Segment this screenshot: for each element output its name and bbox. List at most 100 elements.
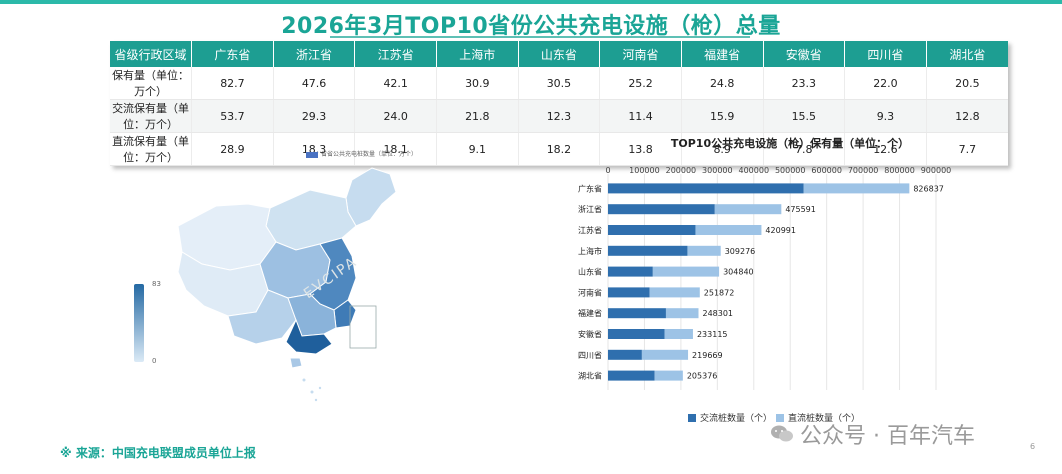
chart-category-label: 广东省: [578, 183, 602, 193]
table-cell: 15.9: [680, 99, 763, 133]
table-cell: 9.1: [436, 132, 519, 166]
chart-title: TOP10公共充电设施（枪）保有量（单位：个）: [671, 136, 909, 150]
chart-x-tick-label: 500000: [775, 166, 806, 175]
chart-bar-dc: [803, 183, 910, 194]
chart-x-tick-label: 0: [605, 166, 610, 175]
chart-x-tick-label: 200000: [666, 166, 697, 175]
table-header-province: 上海市: [436, 41, 519, 67]
table-cell: 9.3: [844, 99, 927, 133]
chart-bar-dc: [649, 287, 700, 298]
chart-bar-dc: [665, 308, 699, 319]
bar-chart: TOP10公共充电设施（枪）保有量（单位：个） 0 100000 200000 3000…: [578, 136, 952, 424]
table-cell: 12.3: [517, 99, 600, 133]
chart-x-tick-label: 400000: [739, 166, 770, 175]
table-cell: 53.7: [191, 99, 274, 133]
table-cell: 42.1: [354, 67, 437, 100]
table-row-label: 直流保有量（单位：万个）: [110, 132, 192, 166]
chart-bar-ac: [608, 204, 715, 215]
map-legend-label: 省省公共充电桩数量（单位：万个）: [321, 151, 418, 158]
table-header-province: 湖北省: [925, 41, 1008, 67]
province-table: 省级行政区域 广东省 浙江省 江苏省 上海市 山东省 河南省 福建省 安徽省 四…: [110, 41, 1008, 166]
table-header-province: 江苏省: [354, 41, 437, 67]
table-header-row: 省级行政区域 广东省 浙江省 江苏省 上海市 山东省 河南省 福建省 安徽省 四…: [110, 41, 1008, 67]
chart-bar-ac: [608, 225, 696, 235]
wechat-badge: 公众号 · 百年汽车: [770, 418, 975, 450]
top-accent-line: [0, 0, 1062, 4]
table-header-province: 四川省: [844, 41, 927, 67]
map-scale-max: 83: [152, 280, 161, 288]
table-cell: 24.8: [680, 67, 763, 100]
table-cell: 23.3: [762, 67, 845, 100]
table-cell: 21.8: [436, 99, 519, 133]
chart-category-label: 四川省: [578, 350, 602, 360]
chart-category-label: 河南省: [578, 287, 602, 297]
chart-bar-dc: [641, 349, 689, 360]
map-region-northeast: [345, 167, 397, 227]
chart-data-label: 309276: [725, 247, 756, 256]
table-header-province: 浙江省: [272, 41, 355, 67]
map-region-hainan: [289, 357, 303, 369]
page-title: 2026年3月TOP10省份公共充电设施（枪）总量: [281, 14, 781, 39]
table-row-label: 保有量（单位：万个）: [110, 67, 192, 100]
map-legend: 省省公共充电桩数量（单位：万个）: [306, 149, 417, 158]
chart-bar-ac: [608, 287, 650, 298]
table-row: 保有量（单位：万个） 82.7 47.6 42.1 30.9 30.5 25.2 24.8 23…: [110, 67, 1008, 100]
south-china-sea-inset: [349, 305, 377, 349]
table-cell: 28.9: [191, 132, 274, 166]
chart-bar-dc: [687, 245, 721, 256]
chart-category-label: 山东省: [578, 267, 602, 277]
table-header-label: 省级行政区域: [110, 41, 192, 67]
page-number: 6: [1030, 442, 1036, 451]
table-header-province: 山东省: [517, 41, 600, 67]
chart-bar-ac: [608, 308, 666, 319]
chart-x-tick-label: 700000: [848, 166, 879, 175]
chart-category-label: 上海市: [578, 246, 602, 256]
chart-x-tick-label: 600000: [811, 166, 842, 175]
chart-x-tick-label: 300000: [702, 166, 733, 175]
table-header-province: 安徽省: [762, 41, 845, 67]
chart-legend-label: 交流桩数量（个）: [700, 412, 772, 424]
table-cell: 11.4: [599, 99, 682, 133]
china-map: [177, 167, 397, 402]
table-cell: 22.0: [844, 67, 927, 100]
chart-bar-dc: [714, 204, 782, 215]
chart-bar-dc: [695, 225, 762, 235]
table-header-province: 福建省: [680, 41, 763, 67]
map-color-scale: [134, 284, 144, 362]
chart-data-label: 233115: [697, 330, 728, 339]
table-cell: 24.0: [354, 99, 437, 133]
map-island: [314, 398, 318, 402]
map-island: [318, 386, 322, 390]
map-legend-swatch: [306, 151, 318, 158]
table-cell: 18.2: [517, 132, 600, 166]
map-region-guangdong: [285, 318, 333, 355]
table-header-province: 广东省: [191, 41, 274, 67]
table-cell: 82.7: [191, 67, 274, 100]
chart-legend-swatch: [776, 414, 784, 422]
chart-data-label: 420991: [765, 226, 796, 235]
wechat-text: 公众号 · 百年汽车: [800, 424, 975, 449]
title-underline: [330, 36, 750, 38]
source-note: ※ 来源：中国充电联盟成员单位上报: [60, 446, 256, 460]
chart-x-tick-label: 900000: [921, 166, 952, 175]
chart-legend-swatch: [688, 414, 696, 422]
table-row: 直流保有量（单位：万个） 28.9 18.3 18.1 9.1 18.2 13.8 8.9 7.…: [110, 132, 1008, 166]
chart-data-label: 251872: [704, 288, 735, 297]
chart-data-label: 205376: [687, 372, 718, 381]
table-cell: 15.5: [762, 99, 845, 133]
chart-x-tick-label: 800000: [884, 166, 915, 175]
table-cell: 18.1: [354, 132, 437, 166]
table-cell: 47.6: [272, 67, 355, 100]
chart-bar-dc: [664, 329, 693, 339]
table-cell: 8.9: [680, 132, 763, 166]
chart-data-label: 248301: [702, 309, 733, 318]
table-cell: 30.9: [436, 67, 519, 100]
table-cell: 13.8: [599, 132, 682, 166]
chart-data-label: 475591: [785, 205, 816, 214]
table-row-label: 交流保有量（单位：万个）: [110, 99, 192, 133]
chart-bar-ac: [608, 370, 655, 381]
table-cell: 12.8: [925, 99, 1008, 133]
table-cell: 18.3: [272, 132, 355, 166]
table-row: 交流保有量（单位：万个） 53.7 29.3 24.0 21.8 12.3 11.4 15.9…: [110, 99, 1008, 133]
wechat-icon: [771, 425, 793, 442]
